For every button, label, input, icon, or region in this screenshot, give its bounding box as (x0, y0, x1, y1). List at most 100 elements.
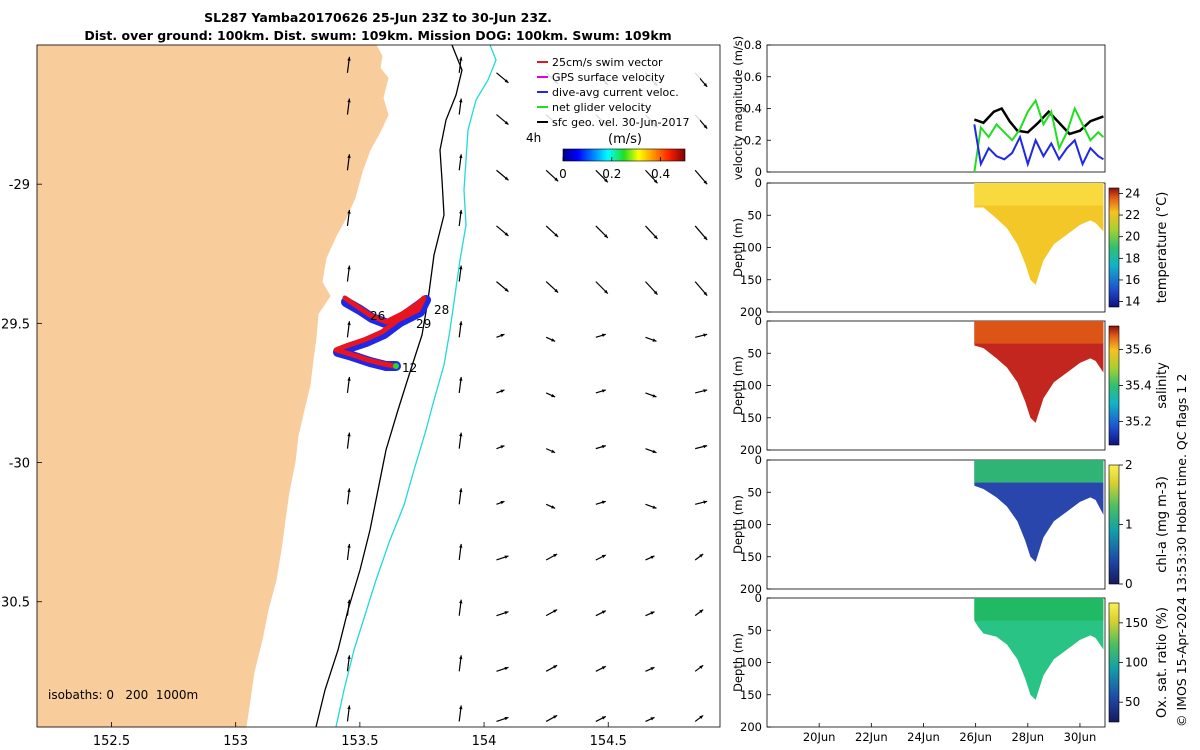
current-vector-head (703, 291, 708, 296)
map-frame (36, 44, 721, 728)
current-vector-head (652, 394, 657, 398)
current-vector-head (703, 124, 708, 129)
current-vector-head (551, 449, 556, 453)
depth-tick-label: 150 (740, 411, 762, 425)
legend-box (530, 54, 700, 134)
current-vector-head (653, 290, 658, 295)
current-vector-head (703, 500, 708, 504)
section-colorbar (1108, 187, 1120, 308)
current-vector-head (699, 665, 704, 669)
depth-tick-label: 200 (740, 720, 762, 734)
velocity-series-line (973, 124, 1104, 168)
current-vector-head (459, 655, 463, 660)
section-colorbar-tick-label: 0 (1125, 577, 1133, 591)
depth-tick-label: 0 (755, 591, 762, 605)
section-colorbar-tick-label: 22 (1125, 208, 1140, 222)
current-vector-head (601, 666, 606, 670)
current-vector-head (699, 609, 704, 614)
depth-tick-label: 100 (740, 241, 762, 255)
speed-colorbar (562, 148, 686, 162)
current-vector-head (601, 500, 606, 505)
depth-tick-label: 200 (740, 582, 762, 596)
time-label: 4h (526, 131, 541, 145)
colorbar-tick-label: 0.2 (602, 167, 621, 181)
glider-track (333, 295, 431, 371)
depth-tick-label: 150 (740, 688, 762, 702)
current-vector-field (346, 56, 708, 723)
depth-tick-label: 0 (755, 176, 762, 190)
section-surface-layer (974, 460, 1104, 483)
depth-tick-label: 200 (740, 443, 762, 457)
section-colorbar-tick-label: 35.4 (1125, 379, 1152, 393)
current-vector-head (459, 376, 463, 381)
section-fill (974, 598, 1104, 700)
velocity-series-line (973, 98, 1105, 173)
section-colorbar-tick-label: 1 (1125, 518, 1133, 532)
current-vector-head (347, 432, 351, 437)
current-vector-head (703, 180, 708, 185)
chart-title-line2: Dist. over ground: 100km. Dist. swum: 10… (84, 28, 671, 43)
current-vector-head (554, 177, 559, 182)
map-xtick-label: 154.5 (590, 734, 627, 749)
current-vector-head (347, 488, 351, 493)
current-vector-head (504, 176, 509, 181)
current-vector-head (500, 445, 505, 449)
velocity-tick-label: 0.8 (744, 38, 762, 52)
land-mass (36, 44, 389, 728)
current-vector-head (703, 82, 708, 87)
current-vector-head (500, 389, 505, 393)
depth-tick-label: 100 (740, 518, 762, 532)
legend-entry: sfc geo. vel. 30-Jun-2017 (552, 116, 689, 129)
time-tick-label: 28Jun (1011, 730, 1044, 744)
current-vector-head (699, 553, 704, 558)
current-vector-head (347, 705, 351, 710)
velocity-y-ticks: 0 0.2 0.4 0.6 0.8 (744, 38, 771, 179)
current-vector-head (652, 338, 657, 342)
velocity-tick-label: 0 (755, 165, 762, 179)
colorbar-title: (m/s) (608, 132, 642, 147)
current-vector-head (553, 665, 558, 669)
current-vector-head (650, 555, 655, 560)
time-tick-label: 24Jun (907, 730, 940, 744)
section-panel: 150 100 50 Ox. sat. ratio (%) 0 50 100 150 200 De… (731, 591, 1170, 734)
time-tick-label: 20Jun (803, 730, 836, 744)
depth-axis-label: Depth (m) (731, 356, 745, 415)
depth-tick-label: 150 (740, 550, 762, 564)
map-xtick-label: 153.5 (341, 734, 378, 749)
track-label-29: 29 (416, 317, 431, 331)
depth-tick-label: 100 (740, 379, 762, 393)
current-vector-head (347, 543, 351, 548)
current-vector-head (551, 393, 556, 398)
current-vector-head (347, 655, 351, 660)
current-vector-head (500, 500, 505, 505)
isobath-1000m (335, 44, 497, 728)
section-panel: 24 22 20 18 16 14 temperature (°C) 0 50 100 150 200… (731, 176, 1170, 319)
depth-tick-label: 200 (740, 305, 762, 319)
section-surface-layer (974, 598, 1104, 621)
current-vector-head (347, 599, 351, 604)
current-vector-head (703, 444, 708, 449)
map-ytick-label: -29 (9, 178, 30, 193)
current-vector-head (459, 154, 463, 159)
chart-title-line1: SL287 Yamba20170626 25-Jun 23Z to 30-Jun… (204, 10, 552, 25)
current-vector-head (553, 553, 558, 558)
legend-entry: GPS surface velocity (552, 71, 665, 84)
depth-axis-label: Depth (m) (731, 218, 745, 277)
velocity-ylabel: velocity magnitude (m/s) (731, 36, 745, 181)
current-vector-head (553, 609, 558, 613)
current-vector-head (504, 232, 509, 236)
section-variable-label: chl-a (mg m-3) (1155, 476, 1170, 573)
current-vector-head (604, 178, 608, 183)
isobath-note: isobaths: 0 200 1000m (48, 688, 198, 702)
current-vector-head (504, 611, 509, 615)
section-colorbar-tick-label: 2 (1125, 458, 1133, 472)
depth-tick-label: 50 (747, 485, 762, 499)
current-vector-head (601, 610, 606, 614)
current-vector-head (601, 445, 606, 449)
section-colorbar-tick-label: 16 (1125, 273, 1140, 287)
section-variable-label: temperature (°C) (1155, 192, 1170, 304)
current-vector-head (459, 98, 463, 103)
velocity-series (973, 98, 1105, 173)
current-vector-head (347, 376, 351, 381)
current-vector-head (601, 333, 606, 337)
